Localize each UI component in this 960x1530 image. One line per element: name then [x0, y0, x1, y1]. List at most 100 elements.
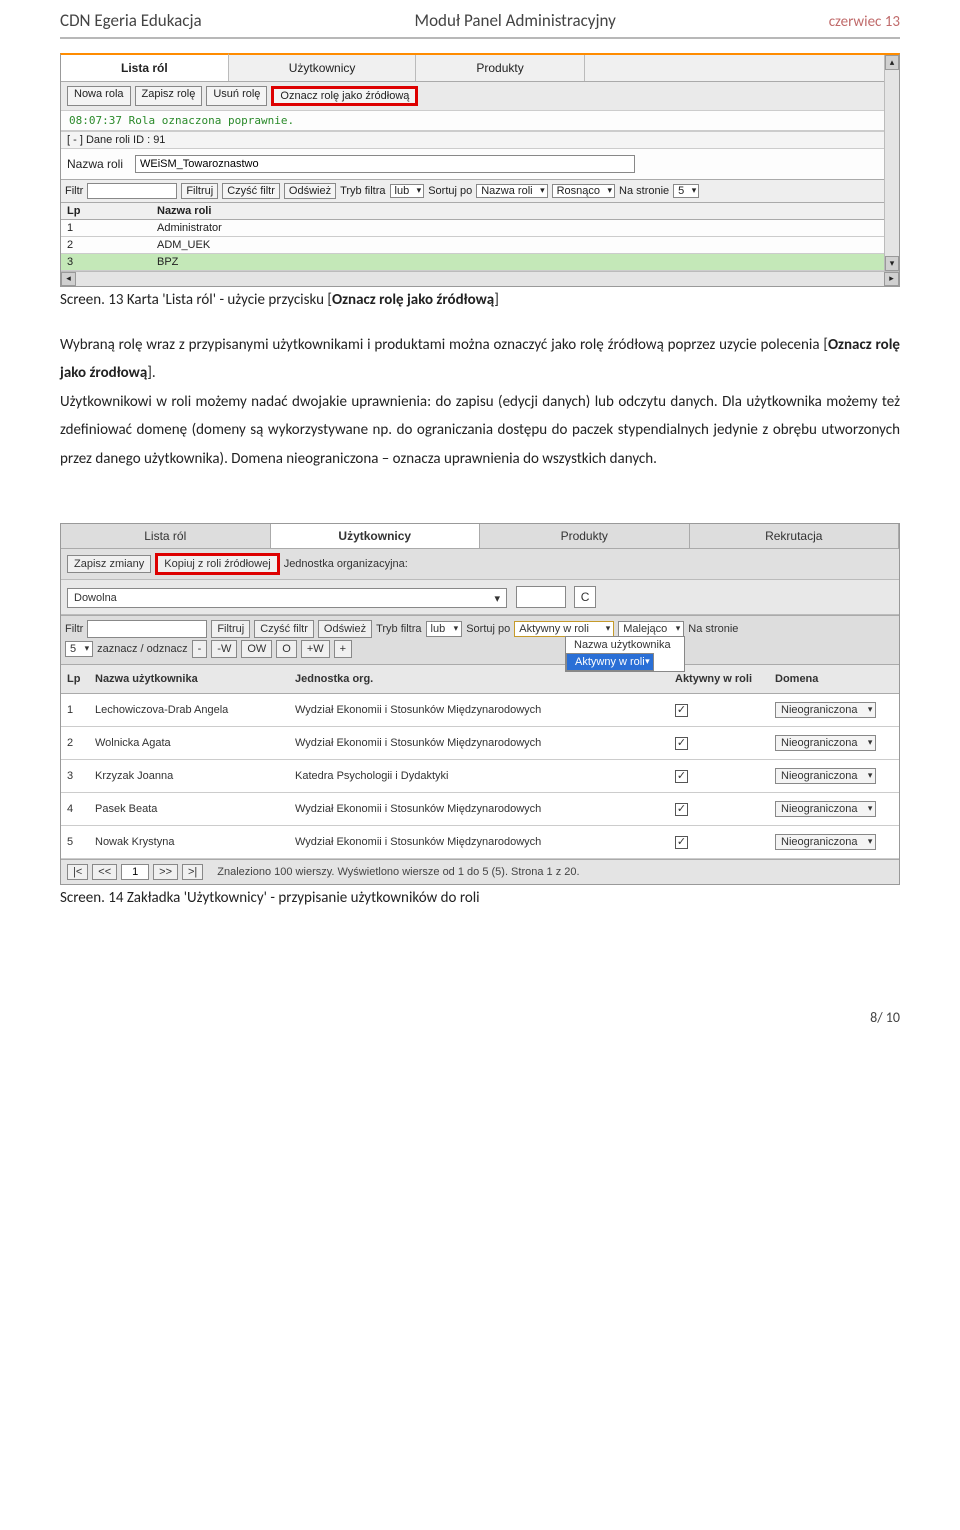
jed-label: Jednostka organizacyjna:	[284, 558, 408, 570]
sort-select[interactable]: Nazwa roli	[476, 184, 547, 198]
order-select2[interactable]: Malejąco	[618, 621, 684, 637]
orgunit-select[interactable]: Dowolna	[67, 588, 507, 608]
tab2-uzytkownicy[interactable]: Użytkownicy	[271, 524, 481, 548]
filter-row-1: Filtr Filtruj Czyść filtr Odśwież Tryb f…	[61, 179, 899, 203]
btn-odswiez2[interactable]: Odśwież	[318, 620, 372, 638]
filter-input2[interactable]	[87, 620, 207, 638]
btn-kopiuj-zrodlowa[interactable]: Kopiuj z roli źródłowej	[155, 553, 279, 575]
zaznacz-label: zaznacz / odznacz	[97, 643, 188, 655]
sort-label2: Sortuj po	[466, 623, 510, 635]
mini-btn[interactable]: +	[334, 640, 352, 658]
sort-label: Sortuj po	[428, 185, 472, 197]
role-input[interactable]	[135, 155, 635, 173]
btn-czysc[interactable]: Czyść filtr	[222, 183, 280, 199]
active-checkbox[interactable]: ✓	[675, 770, 688, 783]
col-name: Nazwa użytkownika	[89, 665, 289, 694]
mini-btn[interactable]: +W	[301, 640, 330, 658]
tabs2: Lista ról Użytkownicy Produkty Rekrutacj…	[61, 524, 899, 549]
orgunit-input[interactable]	[516, 586, 566, 608]
dropdown-option-selected[interactable]: Aktywny w roli	[566, 653, 654, 671]
filtr-label2: Filtr	[65, 623, 83, 635]
table-row[interactable]: 2 ADM_UEK	[61, 237, 899, 254]
active-checkbox[interactable]: ✓	[675, 737, 688, 750]
hdr-mid: Moduł Panel Administracyjny	[415, 10, 616, 31]
domain-select[interactable]: Nieograniczona	[775, 801, 876, 817]
orgunit-row: Dowolna C	[61, 580, 899, 615]
pager-page-input[interactable]	[121, 864, 149, 880]
domain-select[interactable]: Nieograniczona	[775, 768, 876, 784]
active-checkbox[interactable]: ✓	[675, 803, 688, 816]
btn-zapisz-role[interactable]: Zapisz rolę	[135, 86, 203, 106]
user-row[interactable]: 1 Lechowiczova-Drab Angela Wydział Ekono…	[61, 694, 899, 727]
body-paragraph: Wybraną rolę wraz z przypisanymi użytkow…	[60, 331, 900, 474]
active-checkbox[interactable]: ✓	[675, 836, 688, 849]
nastronie-label2: Na stronie	[688, 623, 738, 635]
toolbar1: Nowa rola Zapisz rolę Usuń rolę Oznacz r…	[61, 82, 899, 111]
role-field-row: Nazwa roli	[61, 149, 899, 179]
tab-produkty[interactable]: Produkty	[416, 55, 584, 81]
btn-nowa-rola[interactable]: Nowa rola	[67, 86, 131, 106]
pager-first[interactable]: |<	[67, 864, 88, 880]
tab2-produkty[interactable]: Produkty	[480, 524, 690, 548]
scroll-up-icon[interactable]: ▴	[885, 55, 899, 70]
user-row[interactable]: 2 Wolnicka Agata Wydział Ekonomii i Stos…	[61, 727, 899, 760]
status-line: 08:07:37 Rola oznaczona poprawnie.	[61, 111, 899, 131]
user-row[interactable]: 3 Krzyzak Joanna Katedra Psychologii i D…	[61, 760, 899, 793]
pager-last[interactable]: >|	[182, 864, 203, 880]
scroll-right-icon[interactable]: ▸	[884, 272, 899, 286]
active-checkbox[interactable]: ✓	[675, 704, 688, 717]
sort-select2[interactable]: Aktywny w roli	[514, 621, 614, 637]
scroll-left-icon[interactable]: ◂	[61, 272, 76, 286]
table-row[interactable]: 1 Administrator	[61, 220, 899, 237]
perpage-select[interactable]: 5	[673, 184, 699, 198]
tabs1: Lista ról Użytkownicy Produkty	[61, 55, 899, 82]
mini-btn[interactable]: -W	[211, 640, 237, 658]
filter-input[interactable]	[87, 183, 177, 199]
h-scrollbar[interactable]: ◂ ▸	[61, 271, 899, 286]
mini-btn[interactable]: O	[276, 640, 297, 658]
domain-select[interactable]: Nieograniczona	[775, 702, 876, 718]
mini-btn[interactable]: -	[192, 640, 208, 658]
role-label: Nazwa roli	[67, 157, 123, 171]
col-nazwa: Nazwa roli	[151, 203, 899, 220]
filter-row-2: Filtr Filtruj Czyść filtr Odśwież Tryb f…	[61, 615, 899, 665]
toolbar2: Zapisz zmiany Kopiuj z roli źródłowej Je…	[61, 549, 899, 580]
section-header[interactable]: [ - ] Dane roli ID : 91	[61, 131, 899, 149]
caption-1: Screen. 13 Karta 'Lista ról' - użycie pr…	[60, 291, 900, 311]
tryb-select2[interactable]: lub	[426, 621, 463, 637]
tryb-label2: Tryb filtra	[376, 623, 421, 635]
tab2-lista-rol[interactable]: Lista ról	[61, 524, 271, 548]
tab2-rekrutacja[interactable]: Rekrutacja	[690, 524, 900, 548]
v-scrollbar[interactable]: ▴ ▾	[884, 55, 899, 271]
btn-zapisz-zmiany[interactable]: Zapisz zmiany	[67, 555, 151, 573]
user-row[interactable]: 5 Nowak Krystyna Wydział Ekonomii i Stos…	[61, 826, 899, 859]
orgunit-btn[interactable]: C	[574, 586, 597, 608]
doc-header: CDN Egeria Edukacja Moduł Panel Administ…	[60, 0, 900, 39]
pager: |< << >> >| Znaleziono 100 wierszy. Wyśw…	[61, 859, 899, 884]
dropdown-option[interactable]: Nazwa użytkownika	[566, 637, 684, 653]
btn-odswiez[interactable]: Odśwież	[284, 183, 336, 199]
tab-uzytkownicy[interactable]: Użytkownicy	[229, 55, 417, 81]
pager-info: Znaleziono 100 wierszy. Wyświetlono wier…	[217, 866, 579, 878]
btn-czysc2[interactable]: Czyść filtr	[254, 620, 314, 638]
btn-oznacz-zrodlowa[interactable]: Oznacz rolę jako źródłową	[271, 86, 418, 106]
domain-select[interactable]: Nieograniczona	[775, 735, 876, 751]
order-select[interactable]: Rosnąco	[552, 184, 615, 198]
table-row-selected[interactable]: 3 BPZ	[61, 254, 899, 271]
nastronie-label: Na stronie	[619, 185, 669, 197]
perpage-select2[interactable]: 5	[65, 641, 93, 657]
btn-filtruj2[interactable]: Filtruj	[211, 620, 250, 638]
btn-usun-role[interactable]: Usuń rolę	[206, 86, 267, 106]
tab-lista-rol[interactable]: Lista ról	[61, 53, 229, 81]
btn-filtruj[interactable]: Filtruj	[181, 183, 218, 199]
mini-btn[interactable]: OW	[241, 640, 272, 658]
user-row[interactable]: 4 Pasek Beata Wydział Ekonomii i Stosunk…	[61, 793, 899, 826]
tryb-select[interactable]: lub	[390, 184, 425, 198]
col-lp2: Lp	[61, 665, 89, 694]
pager-prev[interactable]: <<	[92, 864, 117, 880]
scroll-down-icon[interactable]: ▾	[885, 256, 899, 271]
domain-select[interactable]: Nieograniczona	[775, 834, 876, 850]
screenshot-2: Lista ról Użytkownicy Produkty Rekrutacj…	[60, 523, 900, 885]
sort-dropdown[interactable]: Nazwa użytkownika Aktywny w roli	[565, 636, 685, 672]
pager-next[interactable]: >>	[153, 864, 178, 880]
